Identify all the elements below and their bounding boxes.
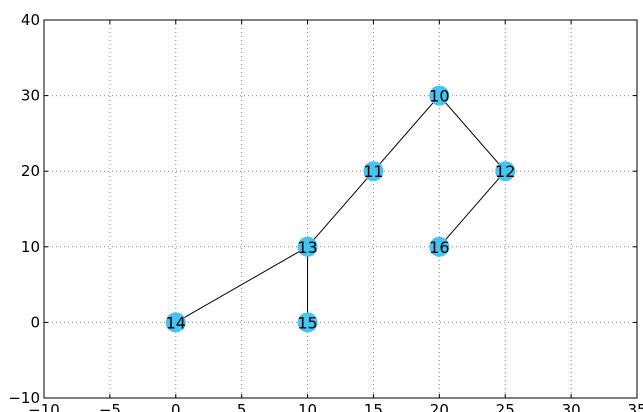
- x-tick-label: 0: [171, 401, 181, 412]
- node-label-15: 15: [297, 313, 317, 332]
- edge-12-16: [438, 170, 506, 248]
- node-label-14: 14: [166, 313, 186, 332]
- node-16: [429, 236, 450, 257]
- node-label-13: 13: [297, 238, 317, 257]
- y-tick-label: 20: [21, 162, 40, 180]
- node-13: [297, 236, 318, 257]
- edge-10-11: [373, 95, 440, 172]
- node-label-12: 12: [495, 162, 515, 181]
- plot-frame: [43, 19, 638, 399]
- x-tick-label: 15: [364, 401, 383, 412]
- edge-11-13: [307, 170, 374, 248]
- edge-13-14: [175, 246, 308, 323]
- node-14: [165, 312, 186, 333]
- node-label-10: 10: [429, 87, 449, 106]
- x-tick-label: 35: [627, 401, 643, 412]
- y-tick-label: 0: [30, 313, 40, 331]
- node-label-11: 11: [363, 162, 383, 181]
- node-11: [363, 161, 384, 182]
- edge-10-12: [438, 95, 506, 172]
- y-tick-label: 30: [21, 87, 40, 105]
- x-tick-label: 10: [298, 401, 317, 412]
- x-tick-label: 20: [430, 401, 449, 412]
- grid-layer: [44, 20, 637, 398]
- tick-label-layer: −10 −5 0 5 10 15 20 25 30 35 −10 0 10 20 30 40: [8, 11, 643, 412]
- node-layer: 10 11 12 13 14 15 16: [165, 85, 516, 333]
- x-tick-label: 5: [237, 401, 247, 412]
- tick-layer: [43, 19, 638, 399]
- y-tick-label: −10: [8, 389, 40, 407]
- node-label-16: 16: [429, 238, 449, 257]
- x-tick-label: 25: [496, 401, 515, 412]
- y-tick-label: 40: [21, 11, 40, 29]
- x-tick-label: −5: [99, 401, 121, 412]
- edge-layer: [175, 95, 506, 323]
- node-12: [495, 161, 516, 182]
- y-tick-label: 10: [21, 238, 40, 256]
- node-15: [297, 312, 318, 333]
- x-tick-label: −10: [28, 401, 60, 412]
- x-tick-label: 30: [562, 401, 581, 412]
- node-10: [429, 85, 450, 106]
